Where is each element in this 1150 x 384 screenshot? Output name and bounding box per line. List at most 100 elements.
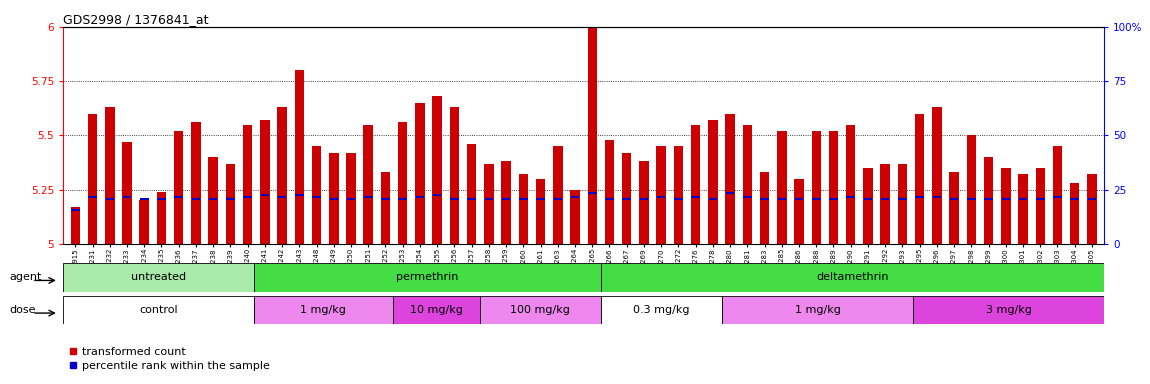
Bar: [760, 199, 769, 200]
Bar: [674, 146, 683, 244]
Bar: [743, 124, 752, 244]
Bar: [1053, 196, 1061, 198]
Bar: [553, 199, 562, 200]
Bar: [601, 263, 1104, 292]
Text: permethrin: permethrin: [397, 272, 459, 283]
Bar: [63, 296, 254, 324]
Bar: [760, 172, 769, 244]
Bar: [156, 192, 167, 244]
Bar: [933, 107, 942, 244]
Bar: [1035, 168, 1045, 244]
Bar: [846, 124, 856, 244]
Bar: [1070, 183, 1080, 244]
Bar: [139, 200, 150, 244]
Bar: [639, 199, 649, 200]
Bar: [398, 199, 407, 200]
Bar: [601, 296, 722, 324]
Bar: [140, 199, 148, 200]
Bar: [967, 136, 976, 244]
Bar: [209, 199, 217, 200]
Bar: [122, 142, 132, 244]
Bar: [570, 196, 580, 198]
Bar: [639, 161, 649, 244]
Bar: [87, 114, 98, 244]
Bar: [570, 190, 580, 244]
Bar: [622, 199, 631, 200]
Bar: [89, 196, 97, 198]
Text: 10 mg/kg: 10 mg/kg: [409, 305, 462, 315]
Text: agent: agent: [9, 272, 41, 283]
Bar: [519, 199, 528, 200]
Bar: [225, 164, 235, 244]
Bar: [296, 194, 304, 196]
Bar: [1018, 174, 1028, 244]
Bar: [983, 157, 994, 244]
Bar: [174, 131, 184, 244]
Bar: [71, 209, 79, 211]
Text: 3 mg/kg: 3 mg/kg: [986, 305, 1032, 315]
Bar: [363, 196, 373, 198]
Bar: [244, 196, 252, 198]
Bar: [227, 199, 235, 200]
Bar: [553, 146, 562, 244]
Bar: [261, 194, 269, 196]
Bar: [208, 157, 217, 244]
Bar: [191, 122, 200, 244]
Bar: [588, 192, 597, 194]
Text: untreated: untreated: [131, 272, 186, 283]
Bar: [691, 196, 700, 198]
Bar: [192, 199, 200, 200]
Bar: [777, 199, 787, 200]
Bar: [622, 153, 631, 244]
Bar: [254, 296, 393, 324]
Bar: [467, 144, 476, 244]
Bar: [1088, 199, 1096, 200]
Bar: [480, 296, 601, 324]
Bar: [381, 172, 390, 244]
Bar: [898, 164, 907, 244]
Bar: [277, 107, 286, 244]
Bar: [950, 199, 958, 200]
Bar: [536, 199, 545, 200]
Text: 1 mg/kg: 1 mg/kg: [795, 305, 841, 315]
Bar: [398, 122, 407, 244]
Bar: [1019, 199, 1027, 200]
Bar: [846, 196, 854, 198]
Bar: [1036, 199, 1044, 200]
Bar: [674, 199, 683, 200]
Bar: [967, 199, 975, 200]
Bar: [278, 196, 286, 198]
Bar: [70, 207, 80, 244]
Bar: [795, 179, 804, 244]
Bar: [708, 199, 718, 200]
Bar: [536, 179, 545, 244]
Bar: [175, 196, 183, 198]
Bar: [605, 199, 614, 200]
Bar: [260, 120, 269, 244]
Bar: [881, 199, 889, 200]
Bar: [708, 120, 718, 244]
Text: 0.3 mg/kg: 0.3 mg/kg: [634, 305, 690, 315]
Bar: [467, 199, 476, 200]
Text: control: control: [139, 305, 178, 315]
Bar: [415, 196, 424, 198]
Bar: [519, 174, 528, 244]
Bar: [330, 199, 338, 200]
Text: 100 mg/kg: 100 mg/kg: [511, 305, 570, 315]
Bar: [363, 124, 373, 244]
Bar: [432, 194, 442, 196]
Bar: [777, 131, 787, 244]
Bar: [1052, 146, 1063, 244]
Bar: [105, 107, 115, 244]
Bar: [588, 27, 597, 244]
Bar: [915, 114, 925, 244]
Bar: [254, 263, 601, 292]
Bar: [1002, 199, 1010, 200]
Bar: [984, 199, 992, 200]
Bar: [812, 199, 820, 200]
Bar: [795, 199, 804, 200]
Bar: [1000, 168, 1011, 244]
Bar: [950, 172, 959, 244]
Bar: [415, 103, 424, 244]
Text: GDS2998 / 1376841_at: GDS2998 / 1376841_at: [63, 13, 209, 26]
